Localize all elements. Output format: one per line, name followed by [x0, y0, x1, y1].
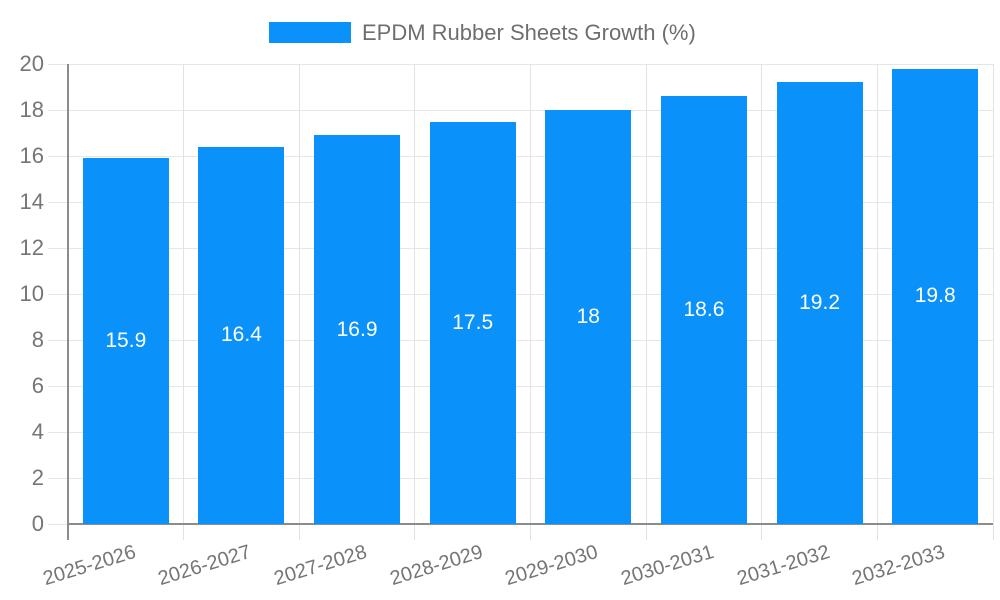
v-gridline: [761, 64, 763, 540]
bar-value-label: 18: [576, 305, 600, 328]
bar-value-label: 16.9: [336, 317, 378, 341]
y-gridline: [48, 63, 993, 65]
y-gridline: [48, 293, 993, 295]
bar-value-label: 19.8: [914, 284, 956, 308]
v-gridline: [876, 64, 878, 540]
y-tick-label: 16: [19, 143, 44, 168]
bar-value-label: 18.6: [683, 298, 725, 322]
y-tick-label: 10: [19, 281, 44, 306]
bar[interactable]: 18.6: [660, 96, 747, 524]
y-gridline: [48, 247, 993, 249]
bar-value-label: 17.5: [452, 310, 494, 334]
v-gridline: [992, 64, 994, 540]
y-axis-line: [67, 64, 69, 540]
legend-label: EPDM Rubber Sheets Growth (%): [362, 19, 696, 45]
y-gridline: [48, 109, 993, 111]
bar[interactable]: 15.9: [82, 158, 169, 524]
y-tick-stub: [48, 523, 68, 525]
legend: EPDM Rubber Sheets Growth (%): [269, 19, 696, 45]
y-tick-label: 14: [19, 189, 44, 214]
y-gridline: [48, 339, 993, 341]
v-gridline: [298, 64, 300, 540]
bar[interactable]: 19.8: [892, 68, 979, 524]
bar[interactable]: 17.5: [429, 121, 516, 524]
bar-value-label: 19.2: [799, 291, 840, 315]
y-tick-label: 0: [31, 511, 44, 536]
v-gridline: [183, 64, 185, 540]
y-gridline: [48, 201, 993, 203]
y-tick-label: 20: [19, 51, 44, 76]
y-gridline: [48, 155, 993, 157]
y-tick-label: 12: [19, 235, 44, 260]
x-axis-line: [68, 523, 993, 525]
bar[interactable]: 19.2: [776, 82, 863, 524]
bar[interactable]: 16.9: [314, 135, 401, 524]
legend-swatch: [269, 22, 351, 43]
v-gridline: [414, 64, 416, 540]
y-tick-label: 6: [31, 373, 44, 398]
y-tick-label: 8: [31, 327, 44, 352]
y-tick-label: 4: [31, 419, 44, 444]
bar[interactable]: 18: [545, 110, 632, 524]
bar-value-label: 16.4: [221, 323, 262, 347]
v-gridline: [530, 64, 531, 540]
v-gridline: [645, 64, 647, 540]
y-tick-label: 18: [19, 97, 44, 122]
y-gridline: [48, 477, 993, 479]
y-tick-label: 2: [31, 465, 44, 490]
y-gridline: [48, 431, 993, 433]
bar[interactable]: 16.4: [198, 146, 285, 524]
y-gridline: [48, 385, 993, 387]
bar-value-label: 15.9: [105, 329, 147, 353]
